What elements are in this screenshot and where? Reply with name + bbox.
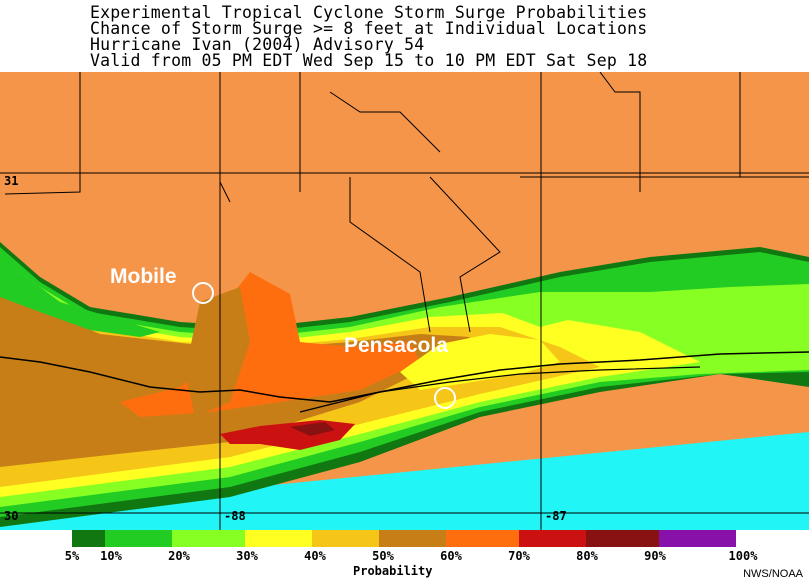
legend-tick-5: 5% — [64, 549, 80, 563]
pensacola-marker — [434, 387, 456, 409]
coastline — [0, 351, 809, 403]
probability-legend: 5% 10% 20% 30% 40% 50% 60% 70% 80% 90% 1… — [0, 530, 809, 581]
legend-swatch-90 — [659, 530, 736, 547]
pensacola-bay — [400, 334, 560, 390]
city-label-pensacola: Pensacola — [344, 334, 448, 357]
legend-title: Probability — [353, 564, 433, 578]
header-subtitle: Chance of Storm Surge >= 8 feet at Indiv… — [90, 19, 648, 38]
map-header: Experimental Tropical Cyclone Storm Surg… — [0, 0, 809, 72]
credit-label: NWS/NOAA — [743, 568, 803, 580]
legend-tick-40: 40% — [304, 549, 326, 563]
mobile-bay — [185, 287, 250, 417]
legend-tick-70: 70% — [508, 549, 530, 563]
barrier-island — [299, 366, 701, 413]
legend-swatch-40 — [312, 530, 379, 547]
inland-fringe-west — [0, 252, 160, 337]
legend-tick-10: 10% — [100, 549, 122, 563]
legend-swatch-30 — [245, 530, 312, 547]
header-title: Experimental Tropical Cyclone Storm Surg… — [90, 3, 648, 22]
legend-tick-60: 60% — [440, 549, 462, 563]
legend-swatch-80 — [586, 530, 659, 547]
header-storm: Hurricane Ivan (2004) Advisory 54 — [90, 35, 425, 54]
surge-probability-map: 31 30 -88 -87 Mobile Pensacola — [0, 72, 809, 530]
legend-tick-50: 50% — [372, 549, 394, 563]
lat-label-30: 30 — [4, 509, 18, 523]
legend-swatch-5 — [72, 530, 105, 547]
inland-fringe-east — [500, 294, 600, 327]
legend-tick-30: 30% — [236, 549, 258, 563]
header-valid-time: Valid from 05 PM EDT Wed Sep 15 to 10 PM… — [90, 51, 648, 70]
legend-tick-20: 20% — [168, 549, 190, 563]
legend-swatch-70 — [519, 530, 586, 547]
legend-swatch-20 — [172, 530, 245, 547]
mobile-marker — [192, 282, 214, 304]
lon-label-87: -87 — [545, 509, 567, 523]
legend-tick-80: 80% — [576, 549, 598, 563]
legend-tick-100: 100% — [728, 549, 758, 563]
legend-swatch-50 — [379, 530, 446, 547]
gulf-water — [0, 432, 809, 530]
legend-tick-90: 90% — [644, 549, 666, 563]
legend-swatch-60 — [446, 530, 519, 547]
band-80pct — [290, 422, 335, 436]
lon-label-88: -88 — [224, 509, 246, 523]
lat-label-31: 31 — [4, 174, 18, 188]
city-label-mobile: Mobile — [110, 265, 177, 288]
legend-swatch-10 — [105, 530, 172, 547]
